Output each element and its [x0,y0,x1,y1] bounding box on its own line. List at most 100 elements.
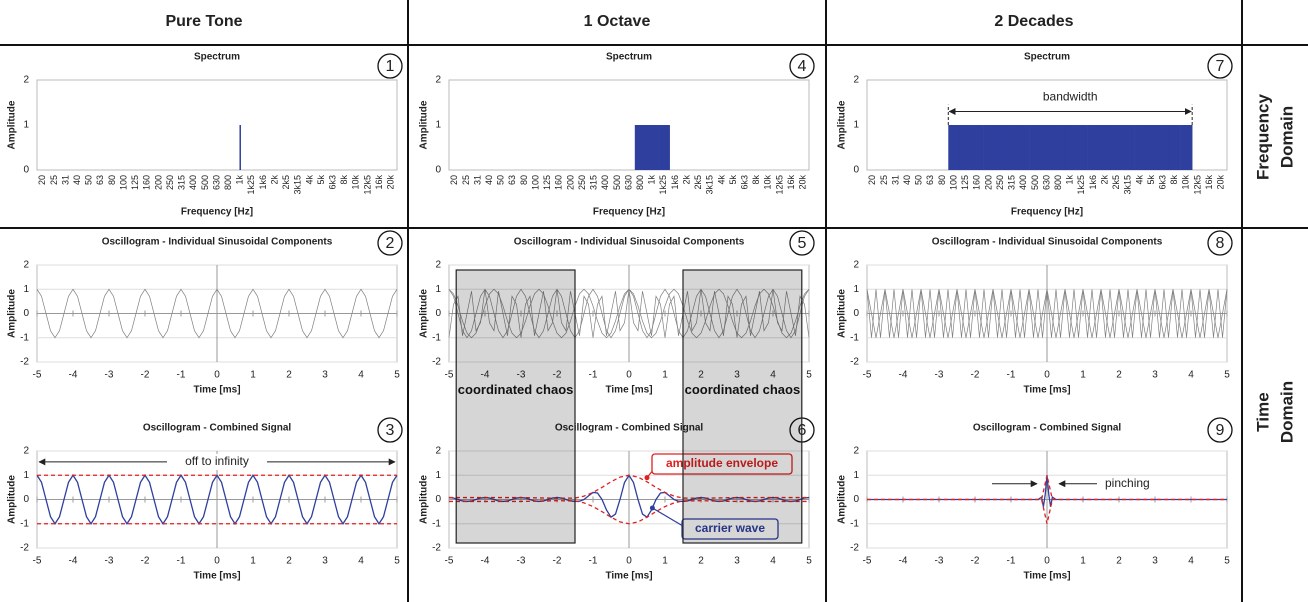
x-tick-label: 5 [394,370,400,381]
x-tick-label: -3 [517,556,526,567]
callout-text: carrier wave [695,521,765,535]
bar [1157,125,1170,170]
y-tick-label: 0 [23,308,29,319]
y-tick-label: 1 [853,284,859,295]
x-tick-label: 0 [626,556,632,567]
annotation-text: pinching [1105,476,1150,490]
x-tick-label: 1k25 [658,175,668,195]
x-tick-label: 250 [995,175,1005,190]
y-tick-label: -1 [20,332,29,343]
panel-title: Spectrum [606,52,652,63]
x-tick-label: 1k6 [258,175,268,190]
x-tick-label: 3 [322,556,328,567]
x-tick-label: 0 [1044,370,1050,381]
bar [971,125,984,170]
x-tick-label: 5 [806,556,812,567]
x-tick-label: 40 [902,175,912,185]
bar [1099,125,1112,170]
x-tick-label: -4 [899,370,908,381]
y-tick-label: 1 [435,470,441,481]
x-tick-label: 12k5 [1192,175,1202,195]
x-axis-label: Frequency [Hz] [181,207,253,218]
x-tick-label: 10k [351,175,361,190]
x-tick-label: 12k5 [774,175,784,195]
panel-number: 1 [386,58,395,75]
y-axis-label: Amplitude [837,100,848,149]
x-tick-label: 50 [84,175,94,185]
x-tick-label: 1k6 [670,175,680,190]
x-tick-label: 1k [235,175,245,185]
x-axis-label: Time [ms] [605,385,652,396]
x-tick-label: 3k15 [705,175,715,195]
y-tick-label: -1 [432,332,441,343]
y-tick-label: -2 [432,543,441,554]
x-tick-label: -1 [589,370,598,381]
x-tick-label: 3k15 [293,175,303,195]
y-tick-label: 0 [23,494,29,505]
x-tick-label: 630 [1041,175,1051,190]
x-tick-label: 5 [394,556,400,567]
x-axis-label: Time [ms] [1023,385,1070,396]
x-tick-label: 8k [339,175,349,185]
x-tick-label: -4 [69,370,78,381]
y-tick-label: 2 [435,446,441,457]
x-tick-label: 2 [1116,370,1122,381]
plot-frame [448,79,810,171]
x-tick-label: 1 [662,370,668,381]
x-tick-label: -3 [105,556,114,567]
x-tick-label: 1k [1065,175,1075,185]
annotation-bg [167,453,267,470]
x-tick-label: 630 [211,175,221,190]
x-tick-label: 5k [316,175,326,185]
panel-badge [377,53,403,79]
x-tick-label: 63 [925,175,935,185]
y-tick-label: -1 [850,332,859,343]
x-tick-label: -3 [517,370,526,381]
y-tick-label: 0 [435,165,441,176]
x-tick-label: -5 [33,370,42,381]
x-axis-label: Time [ms] [193,385,240,396]
annotation-text: bandwidth [1043,89,1098,103]
panel-title: Oscillogram - Individual Sinusoidal Comp… [514,237,745,248]
x-tick-label: 400 [1018,175,1028,190]
x-tick-label: 200 [153,175,163,190]
panel-number: 2 [386,235,395,252]
x-tick-label: -5 [863,370,872,381]
bar [646,125,659,170]
x-tick-label: 4k [304,175,314,185]
y-axis-label: Amplitude [419,289,430,338]
x-tick-label: -5 [863,556,872,567]
x-tick-label: -4 [481,370,490,381]
callout-dot [644,475,650,481]
x-tick-label: 5k [728,175,738,185]
bar [1180,125,1193,170]
x-tick-label: 80 [937,175,947,185]
x-tick-label: 3 [734,556,740,567]
x-tick-label: 16k [786,175,796,190]
column-header: 2 Decades [994,13,1073,30]
x-tick-label: 16k [1204,175,1214,190]
y-tick-label: -2 [20,543,29,554]
y-tick-label: 1 [23,120,29,131]
envelope-line [867,498,1227,524]
x-tick-label: 1 [1080,370,1086,381]
x-tick-label: -2 [553,370,562,381]
bar [1134,125,1147,170]
x-tick-label: 315 [589,175,599,190]
x-tick-label: 500 [1030,175,1040,190]
panel-badge [377,230,403,256]
y-tick-label: 2 [23,260,29,271]
x-tick-label: -3 [105,370,114,381]
x-tick-label: 1k25 [1076,175,1086,195]
x-tick-label: 4k [716,175,726,185]
x-tick-label: -1 [589,556,598,567]
x-tick-label: 160 [142,175,152,190]
y-tick-label: -2 [850,543,859,554]
panel-title: Oscillogram - Combined Signal [973,423,1122,434]
x-tick-label: 25 [461,175,471,185]
x-tick-label: 40 [484,175,494,185]
bar [948,125,961,170]
y-tick-label: 0 [853,308,859,319]
x-tick-label: -2 [971,556,980,567]
x-tick-label: 2k5 [693,175,703,190]
